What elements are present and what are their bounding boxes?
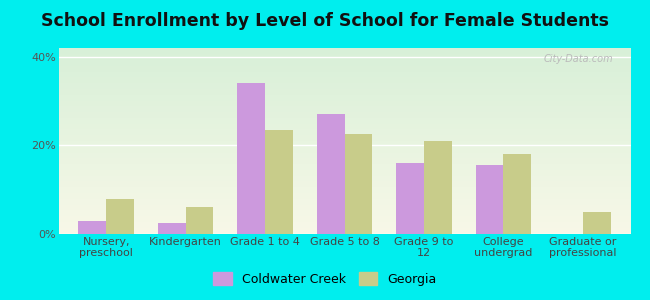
- Bar: [503, 154, 531, 234]
- Bar: [424, 141, 452, 234]
- Bar: [344, 134, 372, 234]
- Bar: [158, 223, 186, 234]
- Bar: [79, 221, 106, 234]
- Bar: [106, 199, 134, 234]
- Bar: [186, 207, 213, 234]
- Bar: [237, 83, 265, 234]
- Bar: [396, 163, 424, 234]
- Text: School Enrollment by Level of School for Female Students: School Enrollment by Level of School for…: [41, 12, 609, 30]
- Bar: [476, 165, 503, 234]
- Bar: [265, 130, 293, 234]
- Bar: [583, 212, 610, 234]
- Bar: [317, 114, 345, 234]
- Legend: Coldwater Creek, Georgia: Coldwater Creek, Georgia: [209, 267, 441, 291]
- Text: City-Data.com: City-Data.com: [543, 54, 614, 64]
